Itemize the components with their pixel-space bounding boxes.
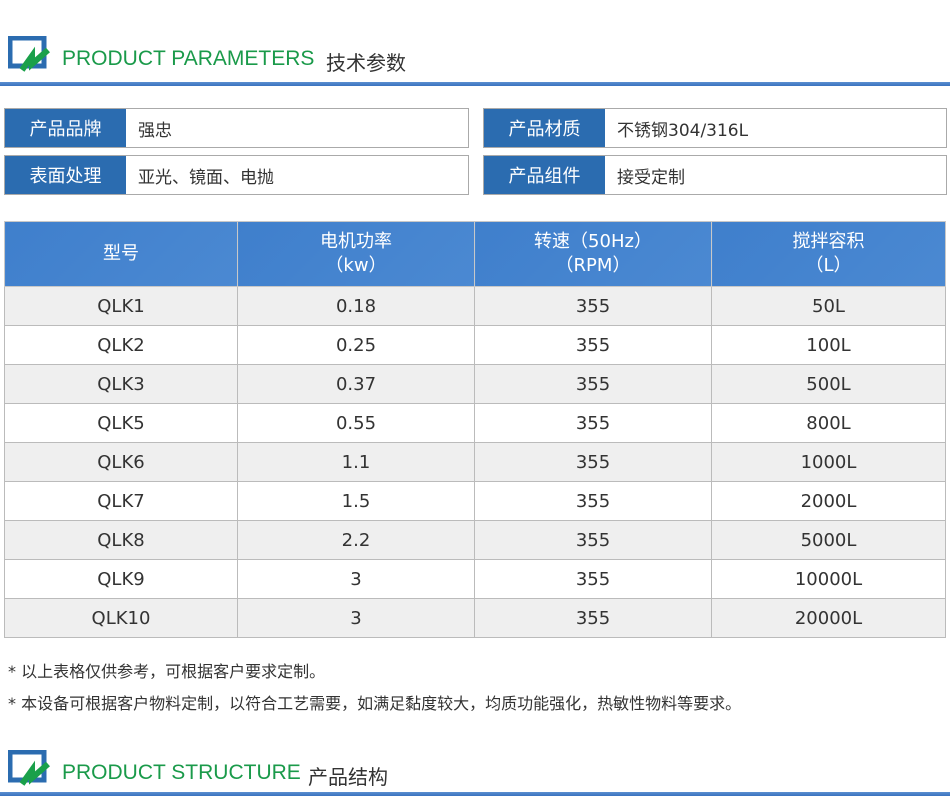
table-row: QLK1 0.18 355 50L	[4, 286, 946, 326]
header-model: 型号	[4, 221, 238, 287]
prop-label: 产品品牌	[5, 109, 126, 147]
table-cell: 355	[474, 559, 712, 599]
table-cell: 355	[474, 286, 712, 326]
section-header-parameters: PRODUCT PARAMETERS 技术参数	[0, 28, 950, 88]
table-row: QLK7 1.5 355 2000L	[4, 481, 946, 521]
table-cell: QLK3	[4, 364, 238, 404]
table-cell: 20000L	[711, 598, 946, 638]
prop-brand: 产品品牌 强忠	[4, 108, 469, 148]
table-cell: 355	[474, 598, 712, 638]
table-cell: 0.18	[237, 286, 475, 326]
table-cell: 355	[474, 442, 712, 482]
prop-label: 产品组件	[484, 156, 605, 194]
table-row: QLK5 0.55 355 800L	[4, 403, 946, 443]
table-cell: 1.1	[237, 442, 475, 482]
divider	[0, 82, 950, 86]
prop-material: 产品材质 不锈钢304/316L	[483, 108, 947, 148]
prop-components: 产品组件 接受定制	[483, 155, 947, 195]
table-cell: QLK1	[4, 286, 238, 326]
table-cell: 355	[474, 481, 712, 521]
table-cell: 3	[237, 559, 475, 599]
parameters-table: 型号 电机功率 （kw） 转速（50Hz） （RPM） 搅拌容积 （L） QLK1 0.…	[4, 221, 946, 638]
table-cell: 0.55	[237, 403, 475, 443]
table-cell: 10000L	[711, 559, 946, 599]
table-cell: QLK5	[4, 403, 238, 443]
table-row: QLK10 3 355 20000L	[4, 598, 946, 638]
prop-value: 接受定制	[617, 167, 685, 188]
table-row: QLK6 1.1 355 1000L	[4, 442, 946, 482]
table-row: QLK3 0.37 355 500L	[4, 364, 946, 404]
prop-label: 产品材质	[484, 109, 605, 147]
table-row: QLK8 2.2 355 5000L	[4, 520, 946, 560]
table-cell: 0.25	[237, 325, 475, 365]
table-cell: 0.37	[237, 364, 475, 404]
table-header-row: 型号 电机功率 （kw） 转速（50Hz） （RPM） 搅拌容积 （L）	[4, 221, 946, 287]
table-cell: QLK10	[4, 598, 238, 638]
logo-icon	[8, 750, 50, 786]
header-power: 电机功率 （kw）	[237, 221, 475, 287]
table-cell: 3	[237, 598, 475, 638]
logo-icon	[8, 36, 50, 72]
table-cell: 1.5	[237, 481, 475, 521]
header-speed: 转速（50Hz） （RPM）	[474, 221, 712, 287]
divider	[0, 792, 950, 796]
table-cell: 50L	[711, 286, 946, 326]
prop-value: 强忠	[138, 120, 172, 141]
table-cell: 1000L	[711, 442, 946, 482]
table-cell: 355	[474, 520, 712, 560]
section-title-cn: 产品结构	[308, 765, 388, 789]
section-header-structure: PRODUCT STRUCTURE 产品结构	[0, 742, 950, 802]
prop-value: 不锈钢304/316L	[617, 120, 749, 141]
table-cell: 355	[474, 364, 712, 404]
table-row: QLK9 3 355 10000L	[4, 559, 946, 599]
table-row: QLK2 0.25 355 100L	[4, 325, 946, 365]
table-cell: 5000L	[711, 520, 946, 560]
section-title-en: PRODUCT PARAMETERS	[62, 47, 315, 70]
table-cell: QLK7	[4, 481, 238, 521]
table-cell: QLK6	[4, 442, 238, 482]
table-cell: 500L	[711, 364, 946, 404]
table-cell: QLK9	[4, 559, 238, 599]
section-title-en: PRODUCT STRUCTURE	[62, 761, 301, 784]
table-cell: QLK2	[4, 325, 238, 365]
note-1: * 以上表格仅供参考，可根据客户要求定制。	[8, 662, 326, 681]
table-cell: 800L	[711, 403, 946, 443]
table-cell: 2000L	[711, 481, 946, 521]
prop-surface: 表面处理 亚光、镜面、电抛	[4, 155, 469, 195]
note-2: * 本设备可根据客户物料定制，以符合工艺需要，如满足黏度较大，均质功能强化，热敏…	[8, 694, 742, 713]
prop-value: 亚光、镜面、电抛	[138, 167, 274, 188]
table-cell: 2.2	[237, 520, 475, 560]
prop-label: 表面处理	[5, 156, 126, 194]
header-volume: 搅拌容积 （L）	[711, 221, 946, 287]
table-cell: 100L	[711, 325, 946, 365]
table-cell: 355	[474, 325, 712, 365]
section-title-cn: 技术参数	[326, 51, 406, 75]
table-cell: 355	[474, 403, 712, 443]
table-cell: QLK8	[4, 520, 238, 560]
